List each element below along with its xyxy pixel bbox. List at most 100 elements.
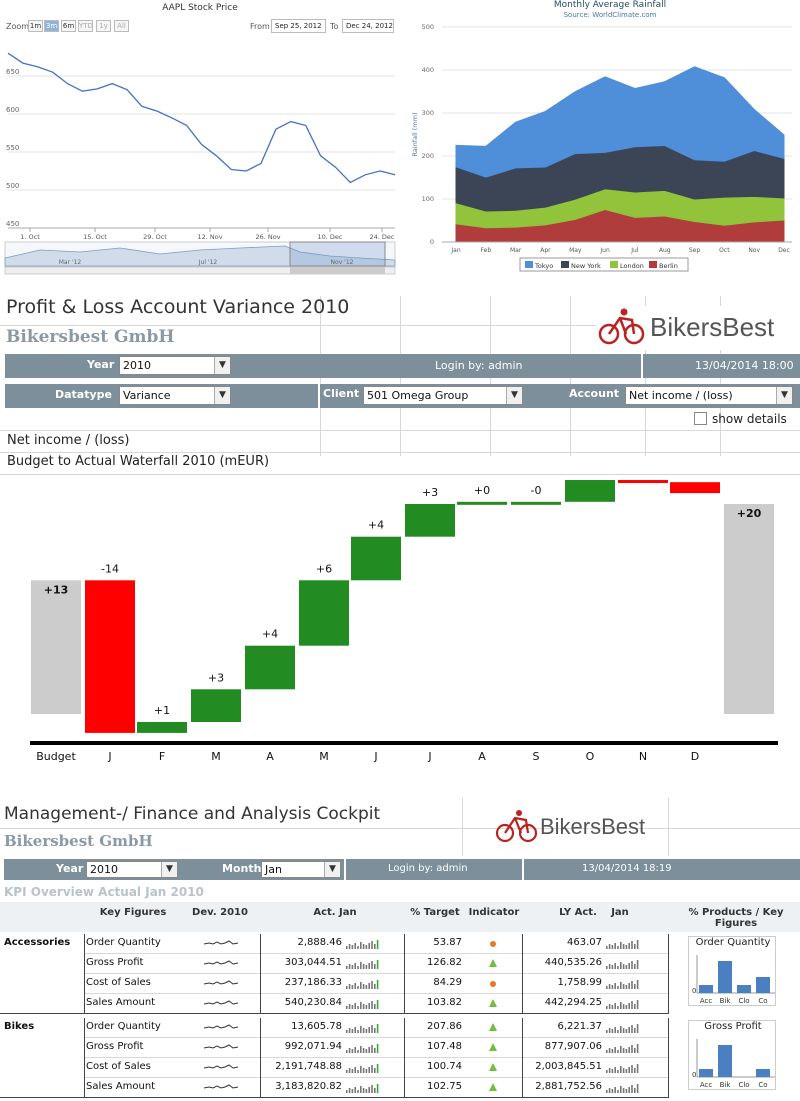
waterfall-data-label: +4: [262, 628, 278, 641]
datatype-select[interactable]: Variance ▼: [119, 386, 231, 405]
trend-sparkline: [203, 1064, 239, 1069]
mini-bar-sparkline: [606, 1024, 639, 1033]
rainfall-area-chart: 0 100 200 300 400 500 Rainfall (mm) Jan Feb Mar Ap…: [411, 23, 792, 272]
waterfall-data-label: +4: [368, 519, 384, 532]
warning-dot-icon: [490, 981, 496, 987]
cockpit-datetime: 13/04/2014 18:19: [582, 863, 672, 874]
rain-x-tick: Aug: [659, 247, 671, 254]
kpi-act-value: 992,071.94: [284, 1041, 342, 1052]
mini-bar-sparkline: [606, 1084, 639, 1093]
kpi-group-label: Accessories: [4, 937, 71, 948]
kpi-target-value: 53.87: [433, 937, 462, 948]
kpi-act-value: 540,230.84: [284, 997, 342, 1008]
rain-x-tick: Jun: [599, 247, 610, 254]
up-indicator-icon: [489, 999, 497, 1007]
aapl-x-tick: 15. Oct: [83, 233, 107, 241]
kpi-act-value: 13,605.78: [291, 1021, 342, 1032]
kpi-target-value: 100.74: [427, 1061, 462, 1072]
waterfall-bar: [618, 480, 668, 484]
year-select-value: 2010: [123, 359, 151, 372]
month-select[interactable]: Jan ▼: [261, 861, 341, 878]
navigator-scrollbar[interactable]: [4, 266, 396, 275]
mini-chart-bar: [718, 1045, 732, 1077]
kpi-key-figure: Order Quantity: [86, 937, 161, 948]
trend-sparkline: [203, 1044, 239, 1049]
chevron-down-icon[interactable]: ▼: [214, 387, 230, 404]
svg-text:0: 0: [692, 1071, 696, 1079]
show-details-checkbox[interactable]: [694, 412, 707, 425]
show-details-label: show details: [712, 412, 787, 426]
kpi-group-label: Bikes: [4, 1021, 35, 1032]
cockpit-year-value: 2010: [90, 863, 118, 876]
waterfall-data-label: +1: [154, 704, 170, 717]
mini-chart-x-label: Bik: [720, 1081, 732, 1089]
pl-year-bar: Year 2010 ▼ Login by: admin 13/04/2014 1…: [5, 354, 800, 378]
col-act: Act. Jan: [313, 907, 357, 918]
chevron-down-icon[interactable]: ▼: [324, 862, 340, 877]
kpi-act-value: 237,186.33: [284, 977, 342, 988]
waterfall-bar: [245, 645, 295, 690]
kpi-key-figure: Gross Profit: [86, 957, 144, 968]
waterfall-data-label: -0: [531, 484, 542, 497]
from-date-input[interactable]: Sep 25, 2012: [271, 19, 326, 33]
zoom-1y-button[interactable]: 1y: [96, 20, 111, 32]
rain-x-tick: Feb: [481, 247, 492, 254]
cockpit-login-label: Login by: admin: [388, 863, 468, 874]
zoom-ytd-button[interactable]: YTD: [78, 20, 93, 32]
rain-legend-item: Tokyo: [534, 262, 553, 270]
chevron-down-icon[interactable]: ▼: [214, 357, 230, 374]
kpi-ly-value: 1,758.99: [557, 977, 602, 988]
aapl-x-tick: 26. Nov: [255, 233, 280, 241]
account-select[interactable]: Net income / (loss) ▼: [625, 386, 793, 405]
pl-company: Bikersbest GmbH: [6, 327, 175, 347]
waterfall-bar: [670, 482, 720, 494]
cockpit-company: Bikersbest GmbH: [4, 832, 153, 850]
kpi-ly-value: 2,881,752.56: [535, 1081, 602, 1092]
waterfall-bar: [457, 501, 507, 505]
client-select[interactable]: 501 Omega Group ▼: [363, 386, 523, 405]
zoom-all-button[interactable]: All: [114, 20, 129, 32]
waterfall-data-label: +3: [422, 486, 438, 499]
month-value: Jan: [265, 863, 282, 876]
waterfall-x-label: J: [107, 750, 111, 763]
mini-bar-sparkline: [606, 980, 639, 989]
cockpit-section: Management-/ Finance and Analysis Cockpi…: [0, 798, 800, 1101]
chevron-down-icon[interactable]: ▼: [161, 862, 177, 877]
zoom-6m-button[interactable]: 6m: [61, 20, 76, 32]
waterfall-bar: [511, 501, 561, 505]
to-label: To: [330, 22, 339, 31]
year-select[interactable]: 2010 ▼: [119, 356, 231, 375]
navigator-label: Mar '12: [59, 259, 82, 266]
chevron-down-icon[interactable]: ▼: [506, 387, 522, 404]
cockpit-year-select[interactable]: 2010 ▼: [86, 861, 178, 878]
mini-bar-sparkline: [606, 1064, 639, 1073]
datatype-select-value: Variance: [123, 389, 171, 402]
aapl-line-chart: 450 500 550 600 650 1. Oct 15. Oct 29. Oct 12. N…: [4, 52, 396, 275]
zoom-3m-button[interactable]: 3m: [44, 20, 59, 32]
col-target: % Target: [410, 907, 460, 918]
pl-filter-bar: Datatype Variance ▼ Client 501 Omega Gro…: [5, 384, 800, 408]
logo-text: BikersBest: [650, 312, 775, 342]
waterfall-bar: [191, 689, 241, 722]
navigator-label: Jul '12: [198, 259, 218, 266]
mini-chart-x-label: Acc: [700, 1081, 713, 1089]
mini-bar-sparkline: [346, 1000, 379, 1009]
chevron-down-icon[interactable]: ▼: [776, 387, 792, 404]
kpi-ly-value: 6,221.37: [557, 1021, 602, 1032]
aapl-series-line: [7, 52, 396, 184]
aapl-y-tick: 600: [6, 106, 19, 114]
waterfall-x-label: D: [691, 750, 699, 763]
year-label: Year: [87, 358, 115, 371]
aapl-y-tick: 650: [6, 68, 19, 76]
waterfall-x-label: J: [373, 750, 377, 763]
zoom-1m-button[interactable]: 1m: [28, 20, 43, 32]
aapl-y-tick: 550: [6, 144, 19, 152]
waterfall-bar: [724, 504, 774, 714]
svg-text:0: 0: [692, 987, 696, 995]
account-select-value: Net income / (loss): [629, 389, 733, 402]
mini-bar-sparkline: [346, 940, 379, 949]
mini-bar-sparkline: [346, 960, 379, 969]
to-date-input[interactable]: Dec 24, 2012: [342, 19, 394, 33]
aapl-title: AAPL Stock Price: [162, 3, 238, 13]
warning-dot-icon: [490, 941, 496, 947]
